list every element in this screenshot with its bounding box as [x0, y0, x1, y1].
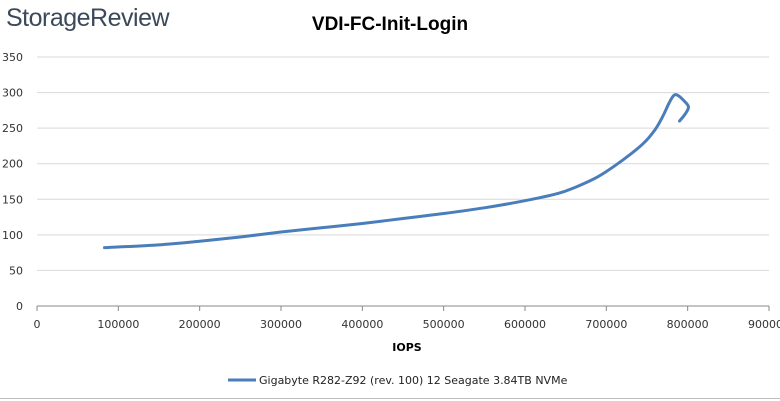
x-tick-label: 800000 — [667, 318, 709, 331]
series-line — [103, 93, 690, 250]
x-tick-label: 500000 — [423, 318, 465, 331]
x-tick-label: 600000 — [504, 318, 546, 331]
legend-entry-label: Gigabyte R282-Z92 (rev. 100) 12 Seagate … — [259, 374, 568, 387]
bottom-divider — [0, 398, 780, 399]
y-tick-label: 350 — [2, 51, 23, 64]
y-tick-label: 100 — [2, 229, 23, 242]
x-tick-label: 700000 — [585, 318, 627, 331]
y-tick-label: 250 — [2, 122, 23, 135]
legend: Gigabyte R282-Z92 (rev. 100) 12 Seagate … — [228, 374, 568, 387]
x-axis-label: IOPS — [392, 341, 422, 354]
storagereview-logo: StorageReview — [6, 4, 170, 32]
x-tick-label: 0 — [34, 318, 41, 331]
x-tick-label: 200000 — [179, 318, 221, 331]
x-tick-label: 100000 — [97, 318, 139, 331]
y-tick-label: 50 — [9, 264, 23, 277]
y-tick-label: 150 — [2, 193, 23, 206]
chart-title: VDI-FC-Init-Login — [311, 14, 469, 35]
y-tick-label: 300 — [2, 87, 23, 100]
y-tick-label: 200 — [2, 158, 23, 171]
y-axis-ticks: 0 50 100 150 200 250 300 350 — [2, 51, 23, 313]
x-axis-ticks: 0 100000 200000 300000 400000 500000 600000 700… — [34, 306, 780, 331]
x-tick-label: 900000 — [748, 318, 780, 331]
x-tick-label: 400000 — [341, 318, 383, 331]
series-group — [103, 93, 690, 250]
y-tick-label: 0 — [16, 300, 23, 313]
x-tick-label: 300000 — [260, 318, 302, 331]
grid-lines — [37, 56, 769, 271]
